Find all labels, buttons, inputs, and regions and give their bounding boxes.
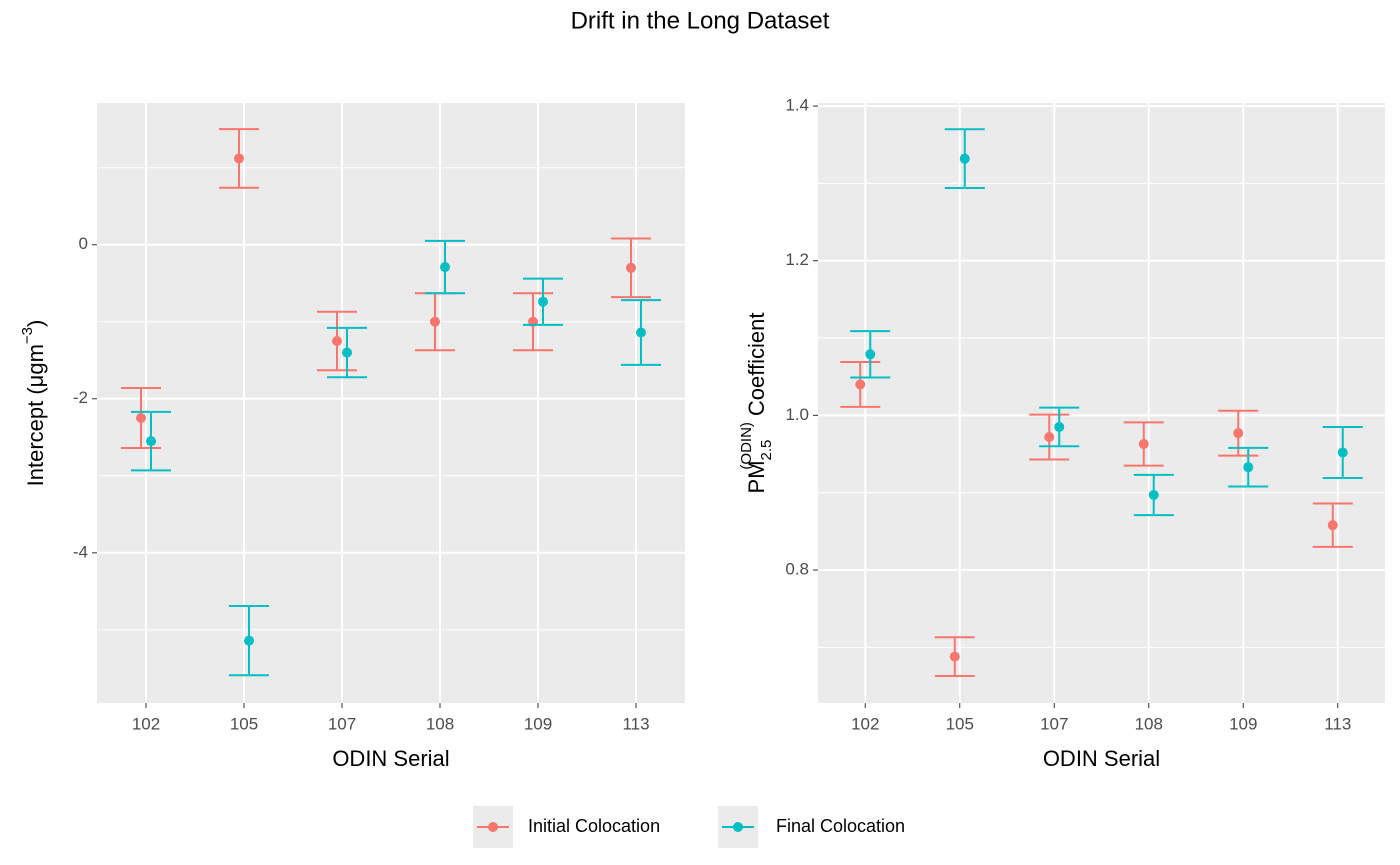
y-tick-label: 1.4	[785, 96, 809, 115]
legend-label: Final Colocation	[776, 816, 905, 836]
point	[959, 153, 970, 164]
chart-title: Drift in the Long Dataset	[571, 7, 830, 34]
x-tick-label: 108	[1135, 714, 1163, 733]
point	[342, 347, 352, 358]
point	[626, 262, 636, 273]
y-tick-label: 1.2	[785, 250, 809, 269]
point	[332, 335, 342, 346]
point	[1148, 490, 1159, 501]
y-axis-label: Intercept (μgm−3)	[19, 320, 48, 487]
y-tick-label: 0	[79, 234, 88, 253]
point	[146, 436, 156, 447]
y-axis-label: PM2.5(ODIN) Coefficient	[738, 313, 775, 494]
plot-background	[818, 103, 1385, 703]
point	[136, 413, 146, 424]
x-axis-label: ODIN Serial	[332, 746, 449, 771]
x-tick-label: 107	[328, 714, 356, 733]
x-tick-label: 109	[1229, 714, 1257, 733]
point	[949, 651, 960, 662]
point	[865, 349, 876, 360]
legend-key-point	[488, 822, 498, 832]
x-tick-label: 105	[946, 714, 974, 733]
point	[430, 316, 440, 327]
point	[1243, 462, 1254, 473]
y-tick-label: 0.8	[785, 559, 809, 578]
y-axis-label-part: Intercept (μgm	[23, 344, 48, 486]
x-tick-label: 109	[524, 714, 552, 733]
x-tick-label: 107	[1040, 714, 1068, 733]
x-tick-label: 113	[622, 714, 649, 733]
x-axis-label: ODIN Serial	[1043, 746, 1160, 771]
y-axis-label-part: PM	[744, 460, 769, 493]
legend-key-point	[733, 822, 743, 832]
point	[1233, 428, 1244, 439]
point	[1054, 421, 1065, 432]
x-tick-label: 105	[230, 714, 258, 733]
point	[1044, 432, 1055, 443]
y-axis-label-part: Coefficient	[744, 313, 769, 417]
point	[636, 327, 646, 338]
point	[1138, 438, 1149, 449]
point	[855, 379, 866, 390]
x-tick-label: 113	[1324, 714, 1351, 733]
point	[1337, 447, 1348, 458]
x-tick-label: 108	[426, 714, 454, 733]
y-axis-label-part: (ODIN)	[738, 422, 755, 470]
legend-label: Initial Colocation	[528, 816, 660, 836]
y-axis-label-part: −3	[19, 327, 36, 344]
plot-background	[97, 103, 685, 703]
y-axis-label-part: 2.5	[758, 440, 775, 461]
point	[538, 296, 548, 307]
y-tick-label: -4	[73, 542, 88, 561]
y-axis-label-part: )	[23, 320, 48, 327]
point	[1327, 520, 1338, 531]
point	[234, 153, 244, 164]
y-tick-label: 1.0	[785, 405, 809, 424]
panel: 0.8 1.0 1.2 1.4 102 105 107 108 109 113 ODIN Seria…	[738, 96, 1385, 771]
point	[244, 635, 254, 646]
x-tick-label: 102	[132, 714, 160, 733]
point	[440, 262, 450, 273]
x-tick-label: 102	[851, 714, 879, 733]
panel: -4 -2 0 102 105 107 108 109 113 ODIN Serial Interc…	[19, 103, 685, 771]
y-tick-label: -2	[73, 388, 88, 407]
